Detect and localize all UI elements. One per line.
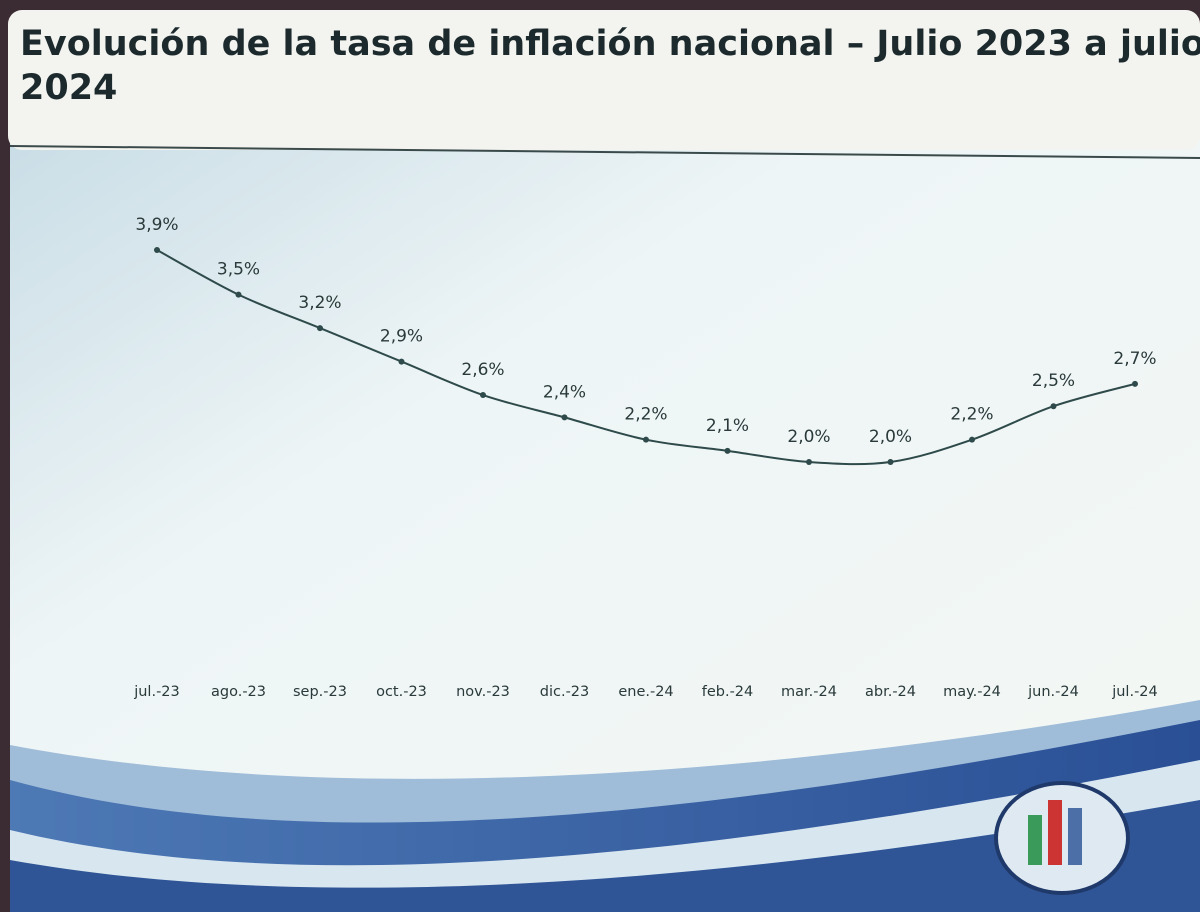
x-tick-label: may.-24 — [943, 684, 1001, 700]
title-rule — [9, 145, 1200, 159]
x-tick-label: abr.-24 — [865, 684, 916, 700]
data-label: 2,9% — [380, 327, 423, 347]
data-label: 2,0% — [869, 427, 912, 447]
marker — [235, 291, 242, 298]
data-label: 2,6% — [461, 360, 504, 380]
data-label: 2,2% — [950, 405, 993, 425]
marker — [480, 392, 486, 399]
logo — [1068, 808, 1082, 865]
data-label: 2,7% — [1113, 349, 1156, 369]
data-label: 2,2% — [624, 405, 667, 425]
marker — [969, 436, 975, 443]
logo — [1048, 800, 1062, 865]
x-tick-label: jul.-23 — [133, 684, 180, 700]
x-tick-label: jun.-24 — [1027, 684, 1079, 700]
marker — [724, 447, 731, 454]
logo — [1028, 815, 1042, 865]
marker — [806, 459, 812, 465]
data-label: 3,9% — [135, 215, 178, 235]
x-tick-label: mar.-24 — [781, 684, 837, 700]
marker — [317, 325, 323, 332]
marker — [398, 358, 405, 365]
data-label: 2,1% — [706, 416, 749, 436]
title-panel — [8, 10, 1200, 150]
x-tick-label: oct.-23 — [376, 684, 427, 700]
marker — [1050, 403, 1057, 410]
marker — [154, 247, 160, 253]
x-tick-label: ene.-24 — [618, 684, 673, 700]
x-tick-label: nov.-23 — [456, 684, 510, 700]
x-tick-label: sep.-23 — [293, 684, 347, 700]
marker — [887, 459, 894, 465]
data-label: 3,5% — [217, 260, 260, 280]
wave — [10, 800, 1200, 912]
x-tick-label: feb.-24 — [702, 684, 754, 700]
x-tick-label: ago.-23 — [211, 684, 266, 700]
data-label: 3,2% — [298, 293, 341, 313]
data-label: 2,5% — [1032, 371, 1075, 391]
x-tick-label: dic.-23 — [540, 684, 590, 700]
chart-title: Evolución de la tasa de inflación nacion… — [20, 24, 1200, 108]
marker — [1132, 380, 1138, 387]
x-tick-label: jul.-24 — [1111, 684, 1158, 700]
marker — [643, 436, 649, 443]
marker — [561, 414, 568, 421]
data-label: 2,0% — [787, 427, 830, 447]
data-label: 2,4% — [543, 382, 586, 402]
